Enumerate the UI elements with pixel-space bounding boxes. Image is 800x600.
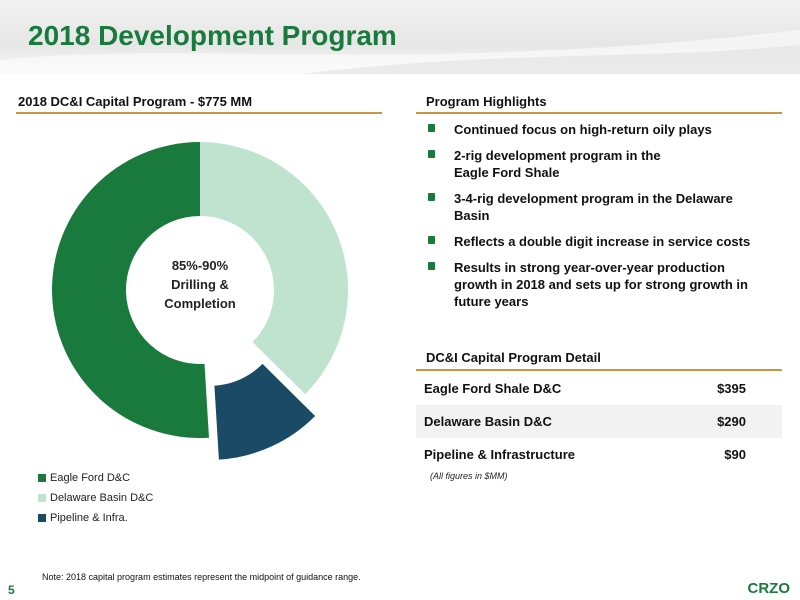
donut-slice-pipeline-infra — [214, 363, 316, 460]
header-banner: 2018 Development Program — [0, 0, 800, 74]
table-row: Delaware Basin D&C $290 — [416, 405, 782, 438]
highlight-text: 3-4-rig development program in the Delaw… — [454, 191, 733, 223]
highlights-list: Continued focus on high-return oily play… — [426, 121, 766, 319]
legend-label: Pipeline & Infra. — [50, 512, 128, 524]
legend-label: Eagle Ford D&C — [50, 472, 131, 484]
footnote: Note: 2018 capital program estimates rep… — [42, 572, 361, 582]
highlight-item: 2-rig development program in the Eagle F… — [426, 147, 696, 181]
chart-section-rule — [16, 112, 382, 114]
detail-title: DC&I Capital Program Detail — [426, 350, 601, 365]
highlight-item: 3-4-rig development program in the Delaw… — [426, 190, 766, 224]
legend-swatch — [38, 514, 46, 522]
donut-slice-eagle-ford-d-c — [52, 142, 209, 439]
legend-label: Delaware Basin D&C — [50, 492, 154, 504]
header-wave-graphic — [0, 30, 800, 74]
bullet-icon — [428, 262, 435, 270]
bullet-icon — [428, 150, 435, 158]
donut-center-label: Drilling & — [171, 277, 229, 292]
legend-item: Eagle Ford D&C — [38, 468, 153, 488]
donut-slice-delaware-basin-d-c — [200, 142, 349, 395]
highlight-item: Continued focus on high-return oily play… — [426, 121, 766, 138]
units-note: (All figures in $MM) — [430, 471, 508, 481]
row-value: $90 — [724, 447, 746, 462]
row-label: Eagle Ford Shale D&C — [424, 381, 562, 396]
page-number: 5 — [8, 583, 15, 597]
bullet-icon — [428, 124, 435, 132]
bullet-icon — [428, 193, 435, 201]
highlight-item: Reflects a double digit increase in serv… — [426, 233, 766, 250]
chart-section-title: 2018 DC&I Capital Program - $775 MM — [18, 94, 253, 109]
chart-legend: Eagle Ford D&C Delaware Basin D&C Pipeli… — [38, 468, 153, 528]
bullet-icon — [428, 236, 435, 244]
highlight-text: Reflects a double digit increase in serv… — [454, 234, 751, 249]
table-row: Pipeline & Infrastructure $90 — [416, 438, 782, 471]
detail-table: Eagle Ford Shale D&C $395 Delaware Basin… — [416, 372, 782, 471]
company-logo: CRZO — [747, 580, 791, 597]
table-row: Eagle Ford Shale D&C $395 — [416, 372, 782, 405]
row-label: Delaware Basin D&C — [424, 414, 552, 429]
highlight-text: Continued focus on high-return oily play… — [454, 122, 712, 137]
legend-item: Pipeline & Infra. — [38, 508, 153, 528]
legend-swatch — [38, 494, 46, 502]
page-title: 2018 Development Program — [28, 20, 397, 51]
highlight-item: Results in strong year-over-year product… — [426, 259, 756, 310]
highlights-title: Program Highlights — [426, 94, 547, 109]
legend-item: Delaware Basin D&C — [38, 488, 153, 508]
donut-chart: 85%-90% Drilling & Completion — [52, 142, 349, 460]
highlight-text: 2-rig development program in the Eagle F… — [454, 148, 661, 180]
donut-center-label: Completion — [164, 296, 236, 311]
highlight-text: Results in strong year-over-year product… — [454, 260, 748, 309]
highlights-rule — [416, 112, 782, 114]
legend-swatch — [38, 474, 46, 482]
donut-center-label: 85%-90% — [172, 258, 229, 273]
row-value: $395 — [717, 381, 746, 396]
detail-rule — [416, 369, 782, 371]
row-value: $290 — [717, 414, 746, 429]
row-label: Pipeline & Infrastructure — [424, 447, 575, 462]
